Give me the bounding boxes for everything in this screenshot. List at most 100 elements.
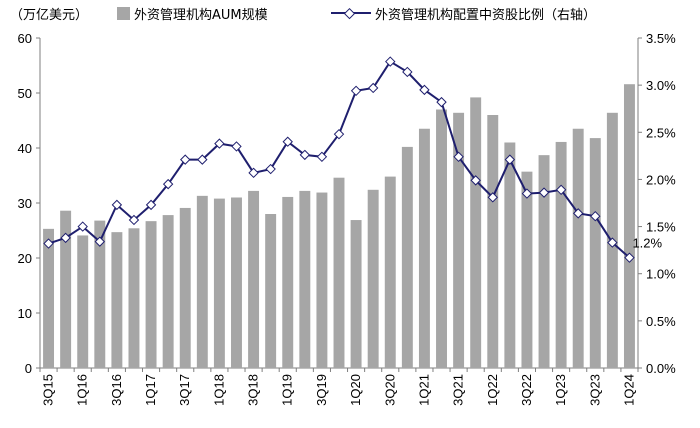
ratio-point-1Q16	[77, 221, 88, 232]
ratio-point-4Q20	[402, 66, 413, 78]
right-tick-label: 0.5%	[646, 314, 676, 329]
left-tick-label: 10	[18, 306, 32, 321]
legend-marker-ratio	[343, 7, 356, 20]
ratio-point-4Q22	[538, 187, 550, 198]
x-tick-label: 3Q20	[382, 374, 397, 406]
bar-1Q21	[418, 128, 430, 368]
ratio-point-1Q17	[145, 199, 157, 211]
ratio-point-3Q17	[180, 154, 191, 165]
left-tick-label: 20	[18, 251, 32, 266]
left-tick-label: 0	[25, 361, 32, 376]
left-tick-label: 30	[18, 196, 32, 211]
bar-1Q16	[77, 235, 89, 368]
ratio-point-2Q23	[572, 208, 584, 219]
bar-2Q20	[367, 189, 379, 368]
bar-1Q17	[145, 221, 157, 368]
left-tick-label: 40	[18, 141, 32, 156]
bar-3Q15	[43, 228, 55, 368]
bar-3Q17	[179, 207, 191, 368]
bar-3Q22	[521, 171, 533, 368]
ratio-point-2Q16	[94, 236, 106, 247]
bar-4Q19	[333, 177, 345, 368]
ratio-point-4Q17	[197, 154, 208, 165]
bar-2Q18	[231, 197, 242, 368]
bar-4Q22	[538, 155, 550, 368]
bar-series	[43, 84, 635, 369]
left-tick-label: 60	[18, 31, 32, 46]
ratio-point-3Q19	[316, 151, 328, 163]
x-tick-label: 1Q16	[75, 374, 90, 406]
x-tick-label: 1Q19	[280, 374, 295, 406]
ratio-point-2Q20	[367, 82, 379, 94]
ratio-point-1Q22	[487, 192, 498, 203]
x-tick-label: 1Q20	[348, 374, 363, 406]
bar-4Q18	[265, 214, 277, 368]
x-tick-label: 3Q19	[314, 374, 329, 406]
x-tick-label: 1Q18	[211, 374, 226, 406]
bar-3Q16	[111, 232, 123, 368]
bar-3Q21	[453, 112, 465, 368]
left-axis-unit-label: （万亿美元）	[10, 8, 88, 23]
bar-1Q22	[487, 115, 499, 368]
x-tick-label: 3Q17	[177, 374, 192, 406]
ratio-point-1Q19	[282, 136, 293, 147]
last-point-annotation: 1.2%	[632, 236, 662, 251]
ratio-point-3Q18	[248, 167, 259, 179]
bar-2Q22	[504, 142, 516, 368]
left-tick-label: 50	[18, 86, 32, 101]
right-tick-label: 2.5%	[646, 125, 676, 140]
right-axis-tick-labels: 0.0% 0.5% 1.0% 1.5% 2.0% 2.5% 3.0% 3.5%	[646, 31, 676, 376]
ratio-point-2Q19	[299, 149, 311, 161]
right-tick-label: 1.5%	[646, 220, 676, 235]
ratio-point-1Q18	[214, 138, 225, 149]
ratio-point-1Q24	[624, 252, 635, 263]
ratio-point-2Q18	[231, 141, 242, 152]
bar-3Q23	[589, 138, 601, 368]
x-axis-tick-labels: 3Q15 1Q16 3Q16 1Q17 3Q17 1Q18 3Q18 1Q19 3Q19 1Q20…	[41, 374, 637, 406]
bar-1Q18	[213, 198, 225, 368]
right-tick-label: 1.0%	[646, 267, 676, 282]
bar-4Q17	[196, 195, 208, 368]
bar-4Q15	[60, 210, 72, 368]
ratio-point-4Q23	[607, 237, 618, 248]
bar-2Q16	[94, 220, 106, 368]
bar-1Q20	[350, 220, 362, 368]
x-tick-label: 3Q23	[587, 374, 602, 406]
bar-2Q23	[572, 128, 584, 368]
ratio-point-4Q15	[60, 232, 71, 244]
bar-4Q21	[470, 97, 482, 369]
bar-1Q23	[555, 141, 567, 368]
ratio-point-1Q20	[350, 85, 362, 97]
ratio-point-3Q23	[590, 210, 601, 222]
x-tick-label: 1Q21	[416, 374, 431, 406]
ratio-point-4Q16	[128, 214, 140, 226]
bar-4Q16	[128, 228, 140, 368]
ratio-point-3Q15	[43, 238, 54, 249]
ratio-point-1Q21	[419, 84, 430, 96]
line-series	[43, 56, 635, 263]
legend-swatch-aum	[117, 7, 130, 20]
ratio-point-4Q21	[470, 175, 481, 186]
bar-3Q20	[384, 176, 396, 368]
legend: 外资管理机构AUM规模 外资管理机构配置中资股比例（右轴）	[117, 7, 596, 23]
ratio-point-4Q19	[333, 128, 345, 140]
x-tick-label: 3Q22	[519, 374, 534, 406]
bar-2Q19	[299, 190, 311, 368]
bar-3Q18	[248, 190, 260, 368]
x-tick-label: 3Q15	[41, 374, 56, 406]
legend-label-aum: 外资管理机构AUM规模	[134, 8, 268, 23]
x-tick-label: 3Q21	[451, 374, 466, 406]
legend-label-ratio: 外资管理机构配置中资股比例（右轴）	[375, 8, 596, 23]
bar-2Q17	[162, 215, 174, 368]
right-tick-label: 2.0%	[646, 172, 676, 187]
right-tick-label: 3.5%	[646, 31, 676, 46]
ratio-point-2Q21	[436, 96, 447, 108]
ratio-point-3Q21	[453, 151, 464, 163]
bar-1Q19	[282, 196, 294, 368]
bar-3Q19	[316, 192, 328, 368]
ratio-point-3Q16	[111, 199, 123, 211]
x-tick-label: 1Q23	[553, 374, 568, 406]
x-tick-label: 3Q16	[109, 374, 124, 406]
